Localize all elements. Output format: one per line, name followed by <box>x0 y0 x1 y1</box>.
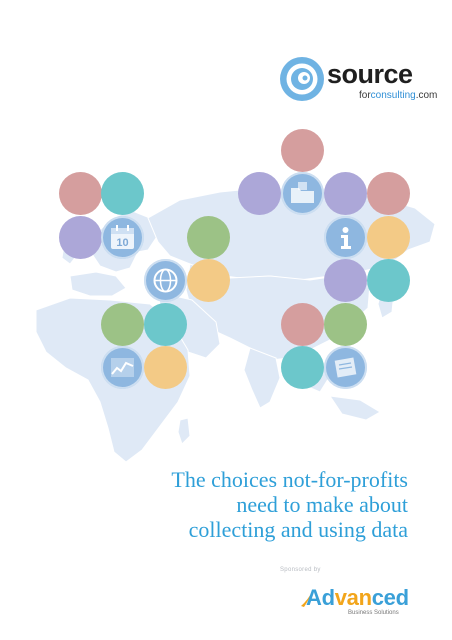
teal-circle <box>144 303 187 346</box>
report-title: The choices not-for-profits need to make… <box>78 467 408 542</box>
logo-domain: forconsulting.com <box>359 90 437 102</box>
globe-icon <box>153 268 178 293</box>
calendar-icon: 10 <box>111 225 134 249</box>
green-circle <box>101 303 144 346</box>
calendar-circle: 10 <box>101 216 144 259</box>
advanced-tagline: Business Solutions <box>348 610 399 616</box>
logo-wordmark: source <box>327 59 413 89</box>
pink-circle <box>281 129 324 172</box>
chart-circle <box>101 346 144 389</box>
green-circle <box>187 216 230 259</box>
green-circle <box>324 303 367 346</box>
folder-circle <box>281 172 324 215</box>
advanced-word-end: ced <box>371 585 409 610</box>
title-line: collecting and using data <box>188 517 408 542</box>
purple-circle <box>324 172 367 215</box>
advanced-word-start: Ad <box>306 585 335 610</box>
purple-circle <box>59 216 102 259</box>
pink-circle <box>281 303 324 346</box>
title-line: need to make about <box>236 492 408 517</box>
source-logo: source forconsulting.com <box>279 56 437 104</box>
folder-icon <box>291 182 314 203</box>
source-swirl-icon <box>280 57 324 101</box>
yellow-circle <box>367 216 410 259</box>
title-line: The choices not-for-profits <box>171 467 408 492</box>
logo-domain-suffix: .com <box>415 90 438 101</box>
logo-domain-prefix: for <box>359 90 371 101</box>
purple-circle <box>238 172 281 215</box>
yellow-circle <box>144 346 187 389</box>
document-circle <box>324 346 367 389</box>
info-icon <box>341 227 351 249</box>
teal-circle <box>101 172 144 215</box>
pink-circle <box>367 172 410 215</box>
logo-domain-accent: consulting <box>370 90 416 101</box>
sponsored-by-label: Sponsored by <box>280 567 321 573</box>
calendar-day: 10 <box>116 237 128 249</box>
yellow-circle <box>187 259 230 302</box>
advanced-word-accent: van <box>334 585 372 610</box>
pink-circle <box>59 172 102 215</box>
document-icon <box>334 357 357 378</box>
chart-icon <box>111 358 134 377</box>
teal-circle <box>367 259 410 302</box>
globe-circle <box>144 259 187 302</box>
advanced-logo: Advanced Business Solutions <box>300 586 420 620</box>
advanced-wordmark: Advanced <box>306 586 409 610</box>
purple-circle <box>324 259 367 302</box>
teal-circle <box>281 346 324 389</box>
advanced-swoosh-icon <box>301 590 313 607</box>
info-circle <box>324 216 367 259</box>
